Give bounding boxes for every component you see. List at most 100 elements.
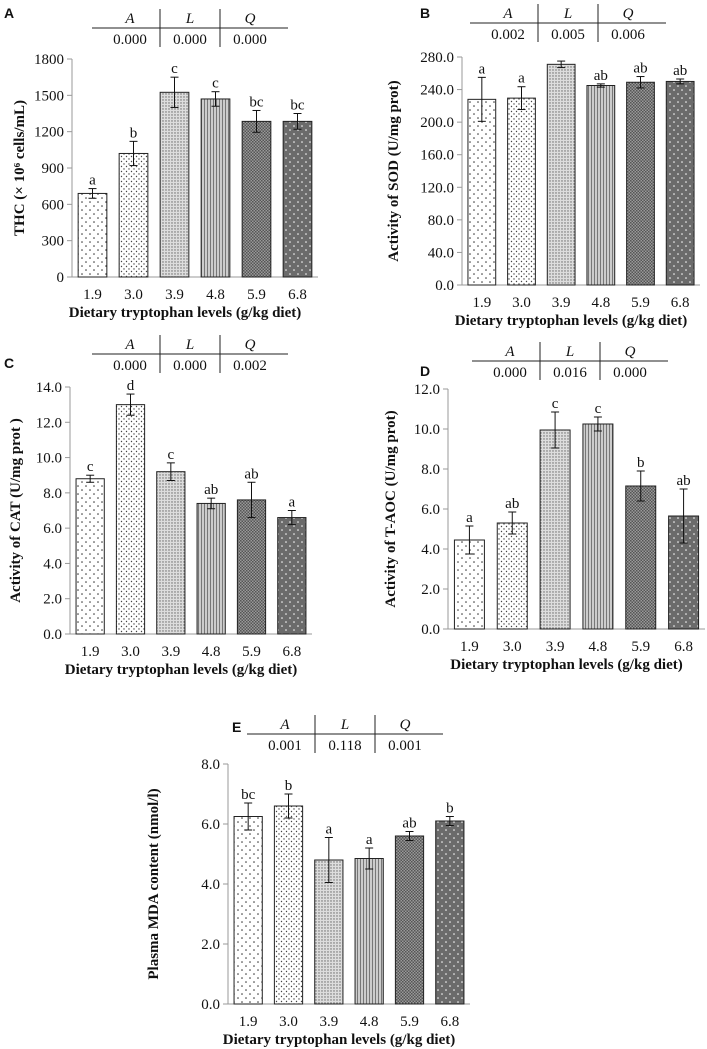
x-tick-label: 5.9 xyxy=(631,295,650,311)
y-tick-label: 300 xyxy=(42,234,65,250)
x-tick-label: 3.9 xyxy=(546,639,565,655)
bar xyxy=(665,80,695,286)
x-tick-label: 3.9 xyxy=(165,287,184,303)
y-tick-label: 0.0 xyxy=(421,622,440,638)
x-tick-label: 6.8 xyxy=(440,1014,459,1030)
bar xyxy=(354,858,384,1005)
x-tick-label: 6.8 xyxy=(282,644,301,660)
bar xyxy=(118,152,149,278)
bar xyxy=(277,517,307,635)
bar xyxy=(159,91,190,278)
significance-letter: ab xyxy=(204,482,218,498)
x-axis-label: Dietary tryptophan levels (g/kg diet) xyxy=(69,305,301,321)
bar xyxy=(625,485,657,630)
x-axis-label: Dietary tryptophan levels (g/kg diet) xyxy=(450,657,682,673)
bar xyxy=(200,98,231,278)
y-tick-label: 6.0 xyxy=(43,521,62,537)
bar xyxy=(75,478,105,635)
stats-value: 0.016 xyxy=(553,365,587,381)
bar xyxy=(77,192,108,278)
x-tick-label: 1.9 xyxy=(460,639,479,655)
significance-letter: ab xyxy=(676,473,690,489)
x-tick-label: 1.9 xyxy=(83,287,102,303)
x-tick-label: 4.8 xyxy=(591,295,610,311)
stats-value: 0.118 xyxy=(328,738,361,754)
bar xyxy=(496,522,528,630)
panel-letter: A xyxy=(4,5,14,21)
y-tick-label: 240.0 xyxy=(420,83,454,99)
stats-value: 0.000 xyxy=(113,32,147,48)
x-tick-label: 3.0 xyxy=(279,1014,298,1030)
x-axis-label: Dietary tryptophan levels (g/kg diet) xyxy=(223,1032,455,1048)
x-tick-label: 3.0 xyxy=(121,644,140,660)
y-tick-label: 10.0 xyxy=(36,451,62,467)
panel-b: B A 0.002 L 0.005 Q 0.006 0.0 40.0 80.0 120.0 160.0… xyxy=(386,4,700,329)
y-tick-label: 0.0 xyxy=(43,627,62,643)
stats-header: L xyxy=(340,717,349,733)
bar xyxy=(233,816,263,1005)
y-axis-label: Activity of SOD (U/mg prot) xyxy=(386,80,402,261)
significance-letter: a xyxy=(325,822,332,838)
stats-header: A xyxy=(504,344,515,360)
x-tick-label: 5.9 xyxy=(631,639,650,655)
panel-letter: C xyxy=(4,355,14,371)
significance-letter: b xyxy=(637,455,645,471)
stats-header: A xyxy=(279,717,290,733)
x-tick-label: 5.9 xyxy=(247,287,266,303)
stats-value: 0.000 xyxy=(173,358,207,374)
y-tick-label: 0.0 xyxy=(201,997,220,1013)
x-tick-label: 6.8 xyxy=(671,295,690,311)
stats-header: L xyxy=(185,11,194,27)
y-tick-label: 1800 xyxy=(34,52,64,68)
y-tick-label: 600 xyxy=(42,197,65,213)
y-tick-label: 900 xyxy=(42,161,65,177)
x-tick-label: 3.9 xyxy=(552,295,571,311)
stats-value: 0.000 xyxy=(113,358,147,374)
bar xyxy=(586,85,616,286)
significance-letter: a xyxy=(518,71,525,87)
y-tick-label: 12.0 xyxy=(414,382,440,398)
significance-letter: a xyxy=(466,510,473,526)
significance-letter: ab xyxy=(244,466,258,482)
bar xyxy=(236,499,267,635)
stats-value: 0.000 xyxy=(613,365,647,381)
y-tick-label: 8.0 xyxy=(201,757,220,773)
significance-letter: ab xyxy=(673,63,687,79)
panel-e: E A 0.001 L 0.118 Q 0.001 0.0 2.0 4.0 6.0 8.0 Plasma… xyxy=(146,715,470,1048)
significance-letter: c xyxy=(87,459,94,475)
x-tick-label: 3.9 xyxy=(161,644,180,660)
y-axis-label: THC (× 10⁶ cells/mL) xyxy=(12,100,28,236)
bar xyxy=(467,98,497,286)
y-tick-label: 160.0 xyxy=(420,148,454,164)
y-tick-label: 8.0 xyxy=(421,462,440,478)
significance-letter: a xyxy=(288,495,295,511)
stats-value: 0.001 xyxy=(268,738,302,754)
bar xyxy=(282,120,313,278)
significance-letter: b xyxy=(446,801,454,817)
stats-value: 0.000 xyxy=(233,32,267,48)
y-tick-label: 200.0 xyxy=(420,115,454,131)
y-tick-label: 10.0 xyxy=(414,422,440,438)
bar xyxy=(582,423,614,630)
significance-letter: c xyxy=(171,61,178,77)
x-tick-label: 6.8 xyxy=(288,287,307,303)
y-tick-label: 280.0 xyxy=(420,50,454,66)
y-tick-label: 0.0 xyxy=(435,278,454,294)
x-tick-label: 6.8 xyxy=(674,639,693,655)
bar xyxy=(273,805,304,1005)
y-tick-label: 120.0 xyxy=(420,180,454,196)
significance-letter: b xyxy=(130,125,138,141)
significance-letter: bc xyxy=(290,98,305,114)
significance-letter: bc xyxy=(249,94,264,110)
significance-letter: a xyxy=(366,832,373,848)
y-tick-label: 4.0 xyxy=(43,556,62,572)
y-tick-label: 2.0 xyxy=(201,937,220,953)
bar xyxy=(435,820,465,1005)
significance-letter: c xyxy=(167,447,174,463)
y-tick-label: 4.0 xyxy=(421,542,440,558)
significance-letter: c xyxy=(212,76,219,92)
bar xyxy=(539,429,571,630)
x-axis-label: Dietary tryptophan levels (g/kg diet) xyxy=(65,662,297,678)
y-axis-label: Activity of CAT (U/mg prot ) xyxy=(8,418,24,603)
panel-letter: B xyxy=(420,5,430,21)
